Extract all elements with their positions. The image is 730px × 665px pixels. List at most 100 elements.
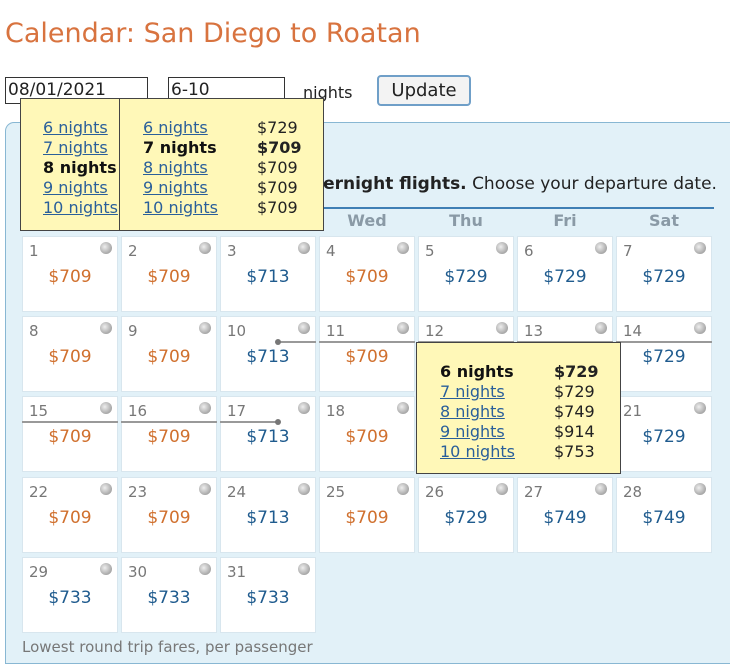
radio-icon	[199, 563, 211, 575]
update-button[interactable]: Update	[377, 75, 471, 106]
popup-price: $729	[554, 362, 599, 381]
nights-option[interactable]: 9 nights	[43, 178, 108, 197]
day-price: $733	[48, 588, 92, 608]
day-cell[interactable]: 8 $709	[22, 316, 118, 392]
radio-icon	[100, 483, 112, 495]
day-price: $749	[543, 508, 587, 528]
day-number: 18	[326, 402, 346, 420]
day-number: 25	[326, 483, 346, 501]
radio-icon	[496, 242, 508, 254]
day-cell[interactable]: 5 $729	[418, 236, 514, 312]
day-number: 1	[29, 242, 39, 260]
weekday: Fri	[553, 211, 577, 230]
footnote: Lowest round trip fares, per passenger	[22, 638, 313, 656]
day-price: $729	[642, 427, 686, 447]
day-cell[interactable]: 21 $729	[616, 396, 712, 472]
radio-icon	[397, 322, 409, 334]
radio-icon	[496, 483, 508, 495]
nights-popup-left: 6 nights 7 nights 8 nights 9 nights 10 night…	[20, 98, 120, 231]
popup-nights[interactable]: 9 nights	[143, 178, 208, 197]
trip-span	[319, 341, 415, 343]
day-cell[interactable]: 23 $709	[121, 477, 217, 553]
page-title: Calendar: San Diego to Roatan	[5, 18, 421, 49]
radio-icon	[496, 322, 508, 334]
radio-icon	[694, 483, 706, 495]
day-number: 17	[227, 402, 247, 420]
radio-icon	[298, 402, 310, 414]
day-cell[interactable]: 26 $729	[418, 477, 514, 553]
radio-icon	[298, 322, 310, 334]
popup-nights[interactable]: 6 nights	[143, 118, 208, 137]
radio-icon	[100, 563, 112, 575]
day-number: 26	[425, 483, 445, 501]
popup-price: $753	[554, 442, 595, 461]
day-cell[interactable]: 6 $729	[517, 236, 613, 312]
day-cell[interactable]: 15 $709	[22, 396, 118, 472]
popup-price: $709	[257, 138, 302, 157]
day-cell[interactable]: 11 $709	[319, 316, 415, 392]
nights-option[interactable]: 6 nights	[43, 118, 108, 137]
trip-dot	[275, 419, 281, 425]
day-price: $709	[147, 267, 191, 287]
day-cell[interactable]: 22 $709	[22, 477, 118, 553]
popup-nights[interactable]: 8 nights	[143, 158, 208, 177]
day-cell[interactable]: 14 $729	[616, 316, 712, 392]
day-cell[interactable]: 18 $709	[319, 396, 415, 472]
day-cell[interactable]: 10 $713	[220, 316, 316, 392]
radio-icon	[298, 563, 310, 575]
popup-nights[interactable]: 9 nights	[440, 422, 505, 441]
day-cell[interactable]: 1 $709	[22, 236, 118, 312]
trip-span	[121, 421, 217, 423]
day-price: $729	[642, 267, 686, 287]
popup-price: $749	[554, 402, 595, 421]
popup-nights[interactable]: 8 nights	[440, 402, 505, 421]
day-price: $709	[345, 427, 389, 447]
radio-icon	[298, 483, 310, 495]
nights-option: 8 nights	[43, 158, 117, 177]
day-price: $709	[48, 427, 92, 447]
day-cell[interactable]: 3 $713	[220, 236, 316, 312]
radio-icon	[397, 242, 409, 254]
nights-option[interactable]: 7 nights	[43, 138, 108, 157]
weekday: Sat	[649, 211, 679, 230]
trip-dot	[275, 339, 281, 345]
day-cell[interactable]: 30 $733	[121, 557, 217, 633]
day-cell[interactable]: 17 $713	[220, 396, 316, 472]
day-number: 5	[425, 242, 435, 260]
day-cell[interactable]: 7 $729	[616, 236, 712, 312]
day-price: $709	[345, 508, 389, 528]
day-cell[interactable]: 29 $733	[22, 557, 118, 633]
day-cell[interactable]: 28 $749	[616, 477, 712, 553]
day-price: $709	[48, 508, 92, 528]
day-number: 7	[623, 242, 633, 260]
nights-popup: 6 nights $729 7 nights $729 8 nights $749 9 ni…	[416, 342, 621, 474]
day-number: 21	[623, 402, 643, 420]
radio-icon	[694, 402, 706, 414]
popup-nights[interactable]: 7 nights	[440, 382, 505, 401]
day-price: $729	[444, 267, 488, 287]
day-number: 15	[29, 402, 49, 420]
radio-icon	[595, 483, 607, 495]
weekday: Thu	[449, 211, 483, 230]
day-cell[interactable]: 31 $733	[220, 557, 316, 633]
radio-icon	[100, 402, 112, 414]
day-cell[interactable]: 9 $709	[121, 316, 217, 392]
radio-icon	[199, 402, 211, 414]
day-number: 11	[326, 322, 346, 340]
day-price: $713	[246, 267, 290, 287]
popup-nights[interactable]: 10 nights	[440, 442, 515, 461]
day-cell[interactable]: 25 $709	[319, 477, 415, 553]
day-cell[interactable]: 2 $709	[121, 236, 217, 312]
day-cell[interactable]: 16 $709	[121, 396, 217, 472]
nights-option[interactable]: 10 nights	[43, 198, 118, 217]
day-price: $729	[543, 267, 587, 287]
radio-icon	[199, 483, 211, 495]
popup-nights[interactable]: 10 nights	[143, 198, 218, 217]
day-cell[interactable]: 24 $713	[220, 477, 316, 553]
popup-nights: 6 nights	[440, 362, 514, 381]
day-number: 23	[128, 483, 148, 501]
nights-popup: 6 nights $729 7 nights $709 8 nights $709 9 ni…	[119, 98, 324, 231]
day-cell[interactable]: 27 $749	[517, 477, 613, 553]
day-cell[interactable]: 4 $709	[319, 236, 415, 312]
day-number: 24	[227, 483, 247, 501]
